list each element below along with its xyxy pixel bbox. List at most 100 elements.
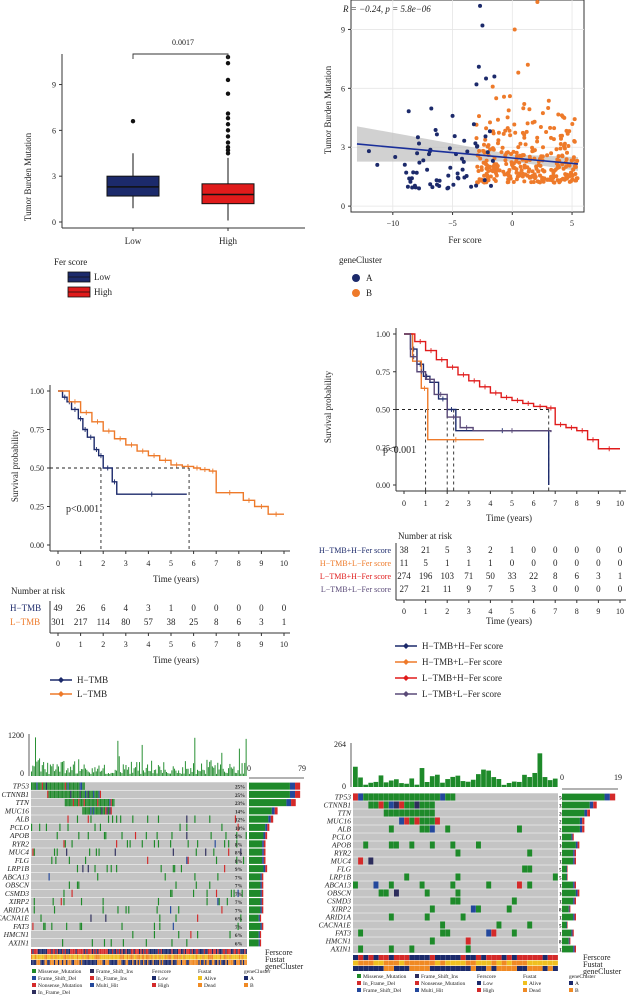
panel-e-track-genecluster (132, 960, 134, 965)
panel-e-track-ferscore (63, 949, 65, 954)
panel-e-top-bar (129, 773, 131, 776)
panel-f-track-ferscore (368, 955, 374, 960)
panel-e-cell (215, 856, 218, 865)
panel-e-top-bar (225, 772, 227, 776)
panel-e-cell (87, 807, 89, 815)
panel-e-cell (31, 823, 33, 832)
panel-e-top-bar (130, 761, 132, 776)
panel-e-cell (62, 790, 64, 799)
panel-f-legend-title: geneCluster (569, 974, 595, 980)
panel-e-top-bar (113, 773, 115, 776)
panel-e-track-fustat (122, 954, 125, 960)
panel-e-top-bar (220, 764, 221, 776)
panel-f-cell (358, 793, 364, 801)
panel-e-track-fustat (147, 954, 149, 960)
panel-b-point-b (527, 107, 532, 112)
panel-e-cell (70, 798, 72, 807)
panel-e-side-bar-seg (263, 865, 266, 873)
panel-e-legend-swatch (198, 976, 202, 980)
panel-e-gene-label: CACNA1E (0, 914, 29, 923)
panel-f-side-bar-seg (569, 937, 571, 945)
panel-e-gene-pct: 8% (235, 852, 243, 857)
panel-e-track-fustat (63, 954, 65, 960)
panel-d-risk-cell: 21 (421, 584, 430, 594)
panel-b-point-b (571, 155, 576, 160)
panel-c-risk-cell: 301 (51, 617, 65, 627)
panel-e-track-genecluster (202, 960, 204, 965)
panel-e-track-ferscore (213, 949, 215, 954)
panel-e-track-ferscore (109, 949, 111, 954)
panel-e-track-genecluster (32, 960, 34, 965)
panel-f-cell (383, 801, 389, 809)
panel-e-cell (79, 922, 81, 931)
panel-e-track-ferscore (171, 949, 173, 954)
panel-e-track-fustat (133, 954, 135, 960)
panel-e-track-ferscore (68, 949, 71, 954)
panel-e-side-bar-seg (262, 848, 264, 856)
panel-e-side-bar-seg (291, 799, 296, 807)
panel-e-legend-swatch (32, 990, 36, 994)
panel-e-cell (110, 939, 112, 947)
panel-f-side-bar-seg (573, 881, 575, 889)
panel-e-cell (197, 914, 199, 922)
panel-e-side-bar (249, 799, 287, 807)
panel-f-cell (527, 881, 533, 889)
panel-f-side-bar-seg (571, 833, 573, 841)
panel-e-cell (59, 790, 61, 799)
panel-e-gene-label: LRP1B (6, 864, 29, 873)
panel-f-track-genecluster (486, 966, 492, 971)
panel-f-track-ferscore (419, 955, 425, 960)
panel-e-top-bar (224, 771, 225, 776)
panel-e-cell (106, 798, 108, 807)
panel-d-marks (396, 333, 620, 491)
panel-e-track-ferscore (209, 949, 211, 954)
panel-f-cell (527, 921, 533, 929)
panel-e-track-fustat (140, 954, 142, 960)
panel-d-x-tick-label: 7 (553, 499, 557, 508)
panel-e-cell (240, 848, 242, 856)
panel-e-legend-swatch (90, 976, 94, 980)
panel-e-cell (97, 798, 99, 807)
panel-f-cell (373, 793, 379, 801)
panel-b-point-a (393, 155, 398, 160)
panel-f-track-genecluster (481, 966, 487, 971)
panel-e-cell (217, 873, 219, 881)
panel-e-cell (48, 782, 50, 790)
panel-f-cell (409, 801, 415, 809)
panel-e-track-genecluster (59, 960, 61, 965)
panel-b-point-b (484, 126, 489, 131)
panel-f-cell (496, 921, 502, 929)
panel-e-track-ferscore (36, 949, 38, 954)
panel-c-y-tick-label: 0.50 (30, 464, 44, 473)
panel-e-track-ferscore (245, 949, 247, 954)
panel-e-top-bar (44, 769, 46, 776)
panel-b-point-b (515, 154, 519, 159)
panel-f-top-bar (440, 782, 445, 787)
panel-f-track-genecluster (409, 966, 415, 971)
panel-e-track-fustat (98, 954, 100, 960)
panel-e-top-bar (167, 773, 169, 776)
panel-e-cell (205, 848, 207, 856)
panel-c-xlabel: Time (years) (153, 574, 199, 584)
panel-f-cell (429, 801, 435, 809)
panel-e-track-fustat (94, 954, 96, 960)
panel-b-point-b (494, 96, 499, 101)
panel-b-point-a (487, 129, 492, 134)
panel-e-top-bar (78, 759, 80, 776)
panel-e-cell (126, 840, 128, 848)
panel-e-top-bar (174, 768, 176, 776)
panel-f-track-genecluster (450, 966, 456, 971)
panel-e-gene-label: AXIN1 (8, 938, 29, 947)
panel-f-cell (399, 817, 405, 825)
panel-e-track-ferscore (188, 949, 191, 954)
panel-e-track-genecluster (242, 960, 245, 965)
panel-e-track-ferscore (202, 949, 204, 954)
panel-e-cell (240, 914, 242, 922)
panel-d-risk-xlabel: Time (years) (486, 616, 532, 626)
panel-b-point-a (473, 141, 478, 146)
panel-b-point-b (490, 84, 495, 89)
panel-e-track-genecluster (171, 960, 173, 965)
panel-e-track-ferscore (31, 949, 33, 954)
panel-e-top-bar (206, 759, 208, 776)
panel-f-top-bar (368, 782, 374, 787)
